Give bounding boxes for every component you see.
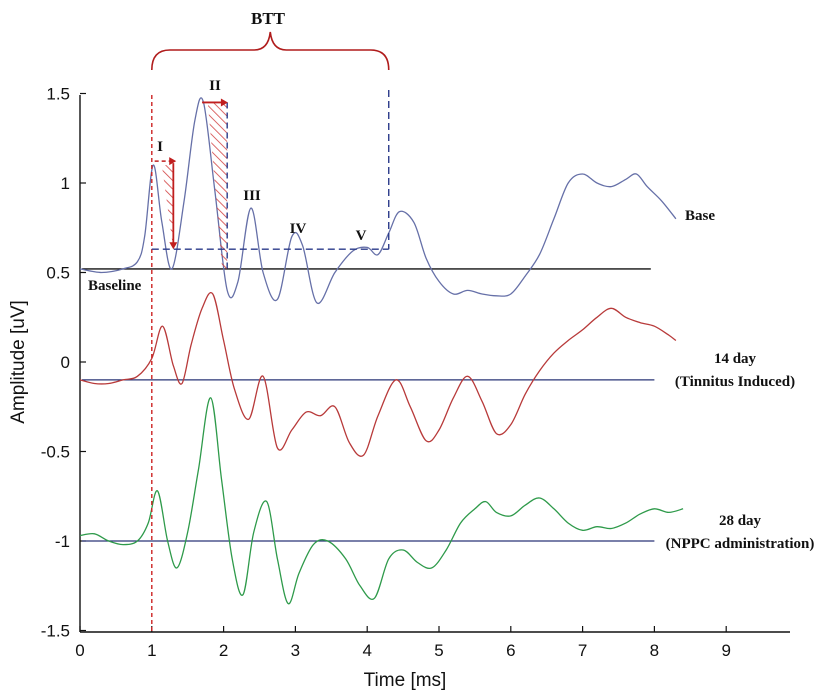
x-tick-label: 3 <box>291 641 300 660</box>
y-tick-label: 0 <box>61 353 70 372</box>
y-tick-label: 1 <box>61 174 70 193</box>
peak-label-ii: II <box>209 78 221 94</box>
x-axis-title: Time [ms] <box>364 670 447 690</box>
y-tick-label: -0.5 <box>41 443 70 462</box>
day28-label: 28 day <box>719 513 762 529</box>
x-ticks: 0 1 2 3 4 5 6 7 8 9 <box>75 626 731 660</box>
y-tick-label: 1.5 <box>46 85 70 104</box>
x-tick-label: 6 <box>506 641 515 660</box>
x-tick-label: 4 <box>362 641 371 660</box>
y-ticks: 1.5 1 0.5 0 -0.5 -1 -1.5 <box>41 85 86 641</box>
btt-brace <box>151 31 390 71</box>
x-tick-label: 2 <box>219 641 228 660</box>
x-tick-label: 9 <box>721 641 730 660</box>
y-axis-title: Amplitude [uV] <box>8 300 29 424</box>
x-tick-label: 5 <box>434 641 443 660</box>
baselines <box>82 268 655 542</box>
base-curve-label: Base <box>685 208 715 224</box>
hatch-area-ii <box>207 102 228 269</box>
x-tick-label: 0 <box>75 641 84 660</box>
peak-label-i: I <box>157 139 163 155</box>
arrow-head <box>220 98 228 107</box>
x-tick-label: 1 <box>147 641 156 660</box>
btt-label: BTT <box>251 9 286 28</box>
series-line-2 <box>79 292 677 457</box>
peak-label-iv: IV <box>290 221 307 237</box>
day14-sublabel: (Tinnitus Induced) <box>675 374 795 390</box>
hatch-area-i <box>161 165 174 250</box>
series-line-1 <box>79 97 677 304</box>
series-line-3 <box>79 397 684 605</box>
peak-label-iii: III <box>243 188 261 204</box>
baseline-label: Baseline <box>88 278 142 294</box>
arrow-head <box>169 157 177 166</box>
x-tick-label: 8 <box>650 641 659 660</box>
series-group <box>79 97 684 605</box>
y-tick-label: 0.5 <box>46 264 70 283</box>
peak-label-v: V <box>356 228 367 244</box>
arrow-head <box>169 242 178 250</box>
day28-sublabel: (NPPC administration) <box>666 536 815 552</box>
x-tick-label: 7 <box>578 641 587 660</box>
day14-label: 14 day <box>714 351 757 367</box>
y-tick-label: -1 <box>55 532 70 551</box>
annotations <box>151 31 390 632</box>
y-tick-label: -1.5 <box>41 622 70 641</box>
